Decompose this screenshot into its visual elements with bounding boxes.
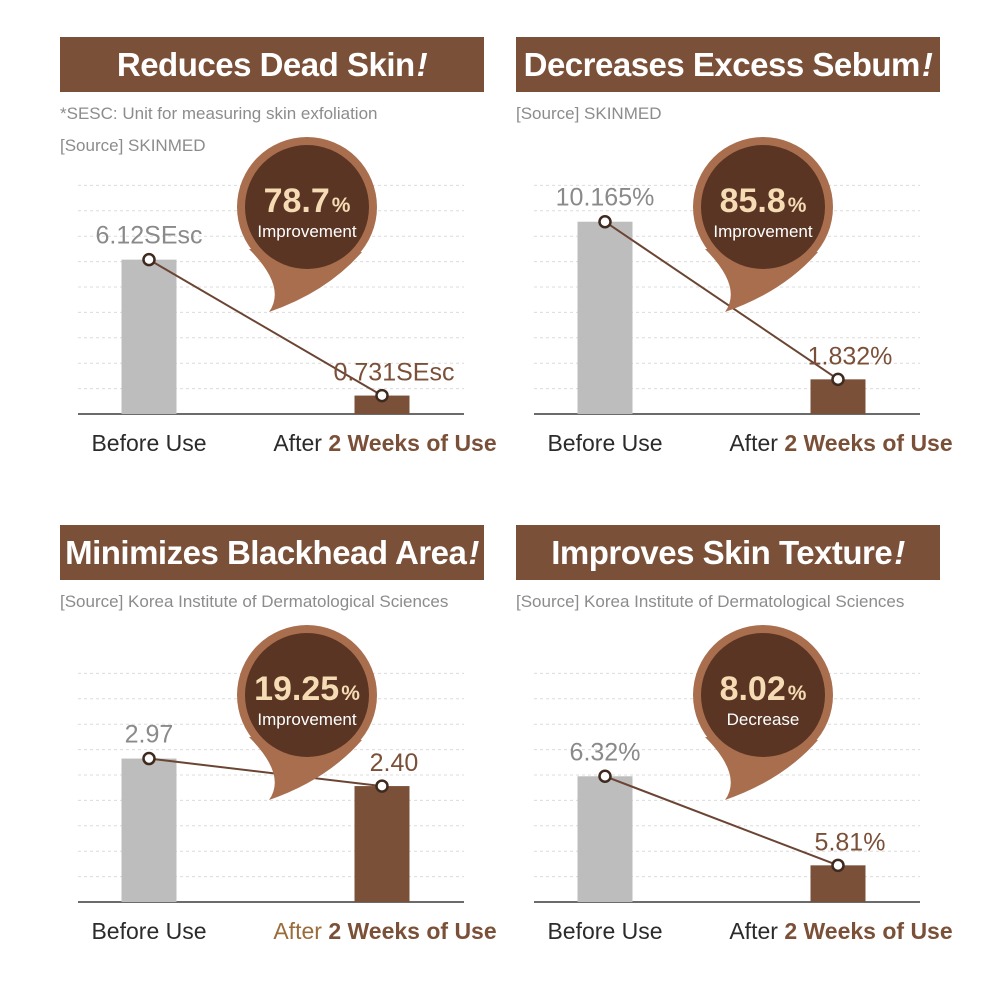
callout-disc [245, 633, 369, 757]
source-note: [Source] SKINMED [516, 104, 662, 123]
callout-bubble: 19.25% Improvement [237, 625, 377, 800]
trend-line [604, 220, 839, 381]
bar-before-use [121, 259, 177, 414]
value-label-after: 2.40 [370, 749, 419, 777]
x-label-before: Before Use [91, 430, 206, 456]
point-after-use [375, 388, 389, 403]
trend-line [148, 757, 383, 788]
trend-line [604, 775, 839, 867]
callout-number: 19.25 [254, 670, 339, 708]
bar-after-use [354, 786, 410, 902]
x-label-after: After 2 Weeks of Use [729, 430, 952, 456]
bar-before-use [121, 758, 177, 902]
callout-unit: % [332, 194, 351, 217]
source-note: *SESC: Unit for measuring skin exfoliati… [60, 104, 378, 123]
x-label-before: Before Use [547, 918, 662, 944]
callout-unit: % [341, 682, 360, 705]
chart-title: Decreases Excess Sebum! [516, 37, 940, 92]
chart-title: Reduces Dead Skin! [60, 37, 484, 92]
callout-text: Improvement [257, 710, 356, 729]
chart-plot: 10.165% 1.832% 85.8% Improvement Before Use A… [534, 137, 953, 456]
callout-value: 8.02% [720, 670, 807, 708]
chart-title: Improves Skin Texture! [516, 525, 940, 580]
x-label-after-emphasis: 2 Weeks of Use [328, 918, 496, 944]
callout-number: 85.8 [720, 182, 786, 220]
chart-title: Minimizes Blackhead Area! [60, 525, 484, 580]
x-label-before: Before Use [91, 918, 206, 944]
callout-unit: % [788, 194, 807, 217]
value-label-before: 10.165% [556, 184, 655, 212]
value-label-after: 0.731SEsc [334, 359, 455, 387]
x-label-after-prefix: After [273, 430, 322, 456]
value-label-before: 2.97 [125, 721, 174, 749]
callout-disc [245, 145, 369, 269]
point-before-use [142, 751, 156, 766]
chart-title-exclamation: ! [416, 45, 428, 83]
callout-bubble: 85.8% Improvement [693, 137, 833, 312]
chart-title-text: Decreases Excess Sebum [523, 45, 921, 83]
chart-title-exclamation: ! [468, 533, 479, 571]
x-label-after-emphasis: 2 Weeks of Use [784, 430, 952, 456]
chart-panel-texture: Improves Skin Texture! [Source] Korea Ins… [516, 525, 956, 975]
x-label-before: Before Use [547, 430, 662, 456]
value-label-before: 6.12SEsc [95, 222, 202, 250]
chart-title-text: Reduces Dead Skin [116, 45, 415, 83]
callout-text: Improvement [713, 222, 812, 241]
chart-panel-blackhead: Minimizes Blackhead Area! [Source] Korea … [60, 525, 500, 975]
source-note: [Source] SKINMED [60, 136, 206, 155]
callout-number: 8.02 [720, 670, 786, 708]
chart-title-exclamation: ! [921, 45, 933, 83]
source-note: [Source] Korea Institute of Dermatologic… [60, 592, 449, 611]
x-label-after: After 2 Weeks of Use [729, 918, 952, 944]
value-label-before: 6.32% [570, 738, 641, 766]
callout-number: 78.7 [264, 182, 330, 220]
point-before-use [598, 214, 612, 229]
point-after-use [375, 779, 389, 793]
chart-panel-sebum: Decreases Excess Sebum! [Source] SKINMED 1… [516, 37, 956, 487]
callout-disc [701, 145, 825, 269]
chart-title-text: Minimizes Blackhead Area [65, 533, 467, 571]
point-after-use [831, 372, 845, 387]
callout-bubble: 8.02% Decrease [693, 625, 833, 800]
x-label-after-emphasis: 2 Weeks of Use [784, 918, 952, 944]
callout-value: 78.7% [264, 182, 351, 220]
callout-unit: % [788, 682, 807, 705]
x-label-after: After 2 Weeks of Use [273, 918, 496, 944]
point-before-use [142, 252, 156, 267]
bar-before-use [577, 776, 633, 902]
chart-plot: 6.12SEsc 0.731SEsc 78.7% Improvement Before … [78, 137, 497, 456]
bar-before-use [577, 221, 633, 414]
value-label-after: 5.81% [815, 828, 886, 856]
chart-title-exclamation: ! [894, 533, 905, 571]
callout-value: 85.8% [720, 182, 807, 220]
x-label-after-prefix: After [273, 918, 322, 944]
x-label-after-prefix: After [729, 430, 778, 456]
point-after-use [831, 858, 845, 873]
x-label-after-prefix: After [729, 918, 778, 944]
trend-line [148, 258, 383, 397]
x-label-after: After 2 Weeks of Use [273, 430, 496, 456]
chart-plot: 6.32% 5.81% 8.02% Decrease Before Use After 2… [534, 625, 953, 944]
point-before-use [598, 769, 612, 784]
callout-value: 19.25% [254, 670, 360, 708]
callout-bubble: 78.7% Improvement [237, 137, 377, 312]
value-label-after: 1.832% [808, 342, 893, 370]
callout-text: Decrease [727, 710, 800, 729]
source-note: [Source] Korea Institute of Dermatologic… [516, 592, 905, 611]
x-label-after-emphasis: 2 Weeks of Use [328, 430, 496, 456]
chart-plot: 2.97 2.40 19.25% Improvement Before Use After… [78, 625, 497, 944]
callout-text: Improvement [257, 222, 356, 241]
callout-disc [701, 633, 825, 757]
bar-after-use [354, 395, 410, 414]
chart-panel-dead-skin: Reduces Dead Skin! *SESC: Unit for measur… [60, 37, 500, 487]
chart-title-text: Improves Skin Texture [551, 533, 893, 571]
